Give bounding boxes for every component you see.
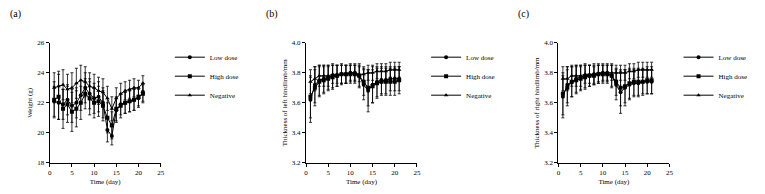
- svg-text:3.6: 3.6: [292, 99, 301, 107]
- svg-text:25: 25: [666, 169, 674, 177]
- svg-text:(a): (a): [10, 8, 21, 20]
- svg-text:5: 5: [326, 169, 330, 177]
- svg-text:15: 15: [113, 169, 121, 177]
- svg-text:3.8: 3.8: [544, 69, 553, 77]
- svg-text:0: 0: [557, 169, 561, 177]
- svg-text:20: 20: [37, 129, 45, 137]
- svg-text:3.4: 3.4: [544, 129, 553, 137]
- svg-text:High dose: High dose: [210, 73, 239, 81]
- svg-text:25: 25: [157, 169, 165, 177]
- svg-text:20: 20: [391, 169, 399, 177]
- svg-text:(c): (c): [518, 8, 529, 20]
- svg-text:0: 0: [48, 169, 52, 177]
- svg-text:Negative: Negative: [210, 92, 235, 100]
- svg-text:Thickness of left hindlimb/mm: Thickness of left hindlimb/mm: [281, 59, 289, 146]
- svg-text:22: 22: [37, 99, 45, 107]
- svg-text:Low dose: Low dose: [466, 54, 493, 62]
- svg-text:3.4: 3.4: [292, 129, 301, 137]
- svg-text:15: 15: [622, 169, 630, 177]
- svg-text:20: 20: [644, 169, 652, 177]
- svg-text:10: 10: [347, 169, 355, 177]
- svg-text:25: 25: [413, 169, 421, 177]
- svg-text:High dose: High dose: [466, 73, 495, 81]
- svg-text:4.0: 4.0: [544, 39, 553, 47]
- svg-text:5: 5: [579, 169, 583, 177]
- svg-text:15: 15: [369, 169, 377, 177]
- svg-text:3.6: 3.6: [544, 99, 553, 107]
- svg-text:3.2: 3.2: [544, 159, 553, 167]
- svg-text:20: 20: [135, 169, 143, 177]
- svg-text:4.0: 4.0: [292, 39, 301, 47]
- svg-text:Negative: Negative: [719, 92, 744, 100]
- svg-text:Thickness of right hindlimb/mm: Thickness of right hindlimb/mm: [533, 57, 541, 148]
- svg-text:0: 0: [304, 169, 308, 177]
- svg-text:Time (day): Time (day): [598, 178, 630, 186]
- svg-text:High dose: High dose: [719, 73, 748, 81]
- svg-text:Time (day): Time (day): [346, 178, 378, 186]
- svg-text:10: 10: [91, 169, 99, 177]
- svg-text:Weight (g): Weight (g): [26, 87, 34, 118]
- svg-text:Negative: Negative: [466, 92, 491, 100]
- svg-text:10: 10: [599, 169, 607, 177]
- svg-text:18: 18: [37, 159, 45, 167]
- svg-text:Low dose: Low dose: [719, 54, 746, 62]
- svg-text:5: 5: [70, 169, 74, 177]
- svg-text:24: 24: [37, 69, 45, 77]
- svg-text:Low dose: Low dose: [210, 54, 237, 62]
- svg-text:Time (day): Time (day): [90, 178, 122, 186]
- svg-text:3.8: 3.8: [292, 69, 301, 77]
- svg-text:(b): (b): [266, 8, 278, 20]
- svg-text:26: 26: [37, 39, 45, 47]
- svg-text:3.2: 3.2: [292, 159, 301, 167]
